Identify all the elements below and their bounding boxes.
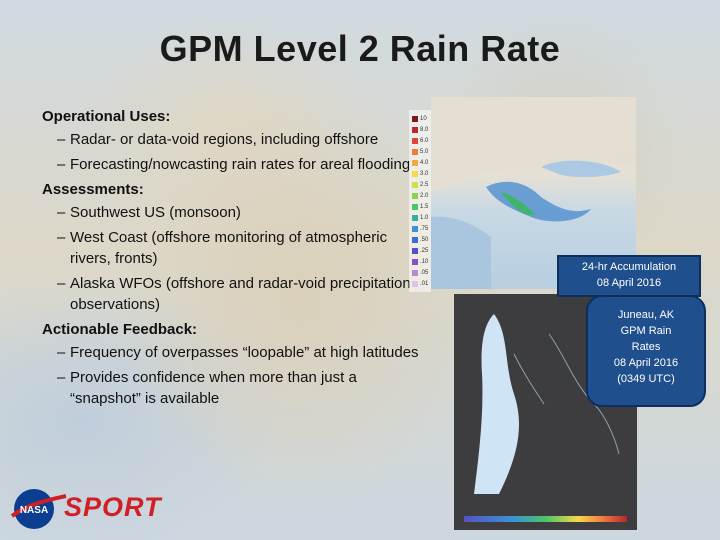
legend-label: 1.5 — [420, 204, 429, 210]
legend-swatch — [412, 127, 418, 133]
callout-line: 08 April 2016 — [613, 357, 679, 369]
legend-label: .05 — [420, 270, 429, 276]
juneau-callout: Juneau, AK GPM Rain Rates 08 April 2016 … — [586, 295, 706, 407]
section-heading-feedback: Actionable Feedback: — [42, 321, 198, 338]
bullet-item: – Frequency of overpasses “loopable” at h… — [57, 344, 419, 361]
callout-line: 08 April 2016 — [596, 277, 662, 289]
nasa-logo-text: NASA — [20, 505, 48, 516]
bullet-content: Operational Uses: – Radar- or data-void r… — [42, 106, 422, 413]
legend-swatch — [412, 215, 418, 221]
callout-line: (0349 UTC) — [617, 373, 675, 385]
legend-swatch — [412, 259, 418, 265]
legend-swatch — [412, 193, 418, 199]
legend-swatch — [412, 270, 418, 276]
legend-label: 10 — [420, 116, 427, 122]
rain-band — [486, 181, 591, 222]
color-scale-bar — [464, 516, 627, 522]
legend-label: 5.0 — [420, 149, 429, 155]
heavy-rain-band — [501, 192, 536, 216]
section-heading-assessments: Assessments: — [42, 181, 144, 198]
bullet-item: – Alaska WFOs (offshore and radar-void pr… — [57, 275, 411, 313]
bullet-item: – West Coast (offshore monitoring of atmo… — [57, 229, 388, 267]
legend-label: 2.5 — [420, 182, 429, 188]
legend-label: .75 — [420, 226, 429, 232]
sport-logo-text: SPORT — [64, 492, 162, 522]
ocean-area — [431, 216, 491, 289]
legend-swatch — [412, 149, 418, 155]
rain-swath — [474, 314, 519, 494]
coastline — [513, 353, 545, 405]
legend-label: 6.0 — [420, 138, 429, 144]
page-title: GPM Level 2 Rain Rate — [159, 28, 561, 69]
accumulation-map-graphic — [431, 97, 636, 289]
legend-swatch — [412, 248, 418, 254]
legend-swatch — [412, 237, 418, 243]
legend-label: .50 — [420, 237, 429, 243]
callout-line: Rates — [631, 341, 661, 353]
legend-label: .01 — [420, 281, 429, 287]
section-heading-operational: Operational Uses: — [42, 108, 171, 125]
legend-swatch — [412, 204, 418, 210]
legend-swatch — [412, 226, 418, 232]
legend-label: 2.0 — [420, 193, 429, 199]
legend-swatch — [412, 138, 418, 144]
legend-swatch — [412, 281, 418, 287]
land-area — [431, 97, 636, 192]
bullet-item: – Provides confidence when more than just… — [57, 369, 357, 407]
accumulation-callout: 24-hr Accumulation 08 April 2016 — [557, 255, 701, 297]
callout-line: Juneau, AK — [617, 309, 675, 321]
light-rain-area — [541, 160, 621, 178]
rain-rate-legend: 10 8.0 6.0 5.0 4.0 3.0 2.5 2.0 1.5 1.0 .75 .50 .25 .1… — [409, 110, 431, 292]
legend-label: 4.0 — [420, 160, 429, 166]
legend-swatch — [412, 116, 418, 122]
bullet-item: – Radar- or data-void regions, including … — [57, 131, 379, 148]
bullet-item: – Forecasting/nowcasting rain rates for a… — [57, 156, 411, 173]
legend-label: .10 — [420, 259, 429, 265]
nasa-meatball-icon: NASA — [10, 489, 67, 529]
callout-line: 24-hr Accumulation — [581, 261, 677, 273]
legend-label: 1.0 — [420, 215, 429, 221]
sport-logo: NASA — [8, 486, 183, 532]
callout-line: GPM Rain — [620, 325, 672, 337]
legend-label: 8.0 — [420, 127, 429, 133]
legend-swatch — [412, 160, 418, 166]
bullet-item: – Southwest US (monsoon) — [57, 204, 241, 221]
juneau-rain-rate-image — [454, 294, 637, 530]
legend-label: 3.0 — [420, 171, 429, 177]
legend-swatch — [412, 182, 418, 188]
legend-swatch — [412, 171, 418, 177]
legend-label: .25 — [420, 248, 429, 254]
